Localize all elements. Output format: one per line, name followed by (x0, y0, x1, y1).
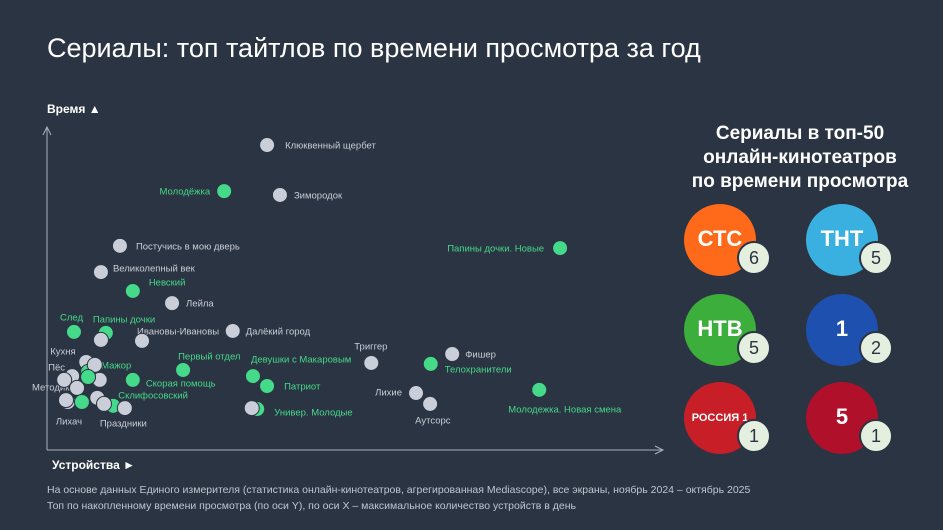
title: Сериалы: топ тайтлов по времени просмотр… (47, 33, 701, 63)
point-label: Девушки с Макаровым (251, 355, 351, 366)
point (243, 400, 260, 417)
point (65, 323, 82, 340)
point-label: Невский (149, 277, 186, 288)
point (69, 379, 86, 396)
footnote: На основе данных Единого измерителя (ста… (47, 484, 750, 496)
point-label: Великолепный век (113, 264, 196, 275)
point (116, 400, 133, 417)
y-axis-label: Время ▲ (47, 102, 101, 116)
point-label: Методика (32, 382, 76, 393)
point-label: Универ. Молодые (274, 408, 352, 419)
point (164, 295, 181, 312)
point-label: Молодежка. Новая смена (508, 404, 622, 415)
point-label: Аутсорс (415, 415, 451, 426)
point (124, 282, 141, 299)
channel-logo-text: СТС (698, 226, 743, 251)
point (422, 355, 439, 372)
point-label: Скорая помощь (146, 378, 216, 389)
point-label: Лейла (186, 299, 214, 310)
count-badge (859, 419, 893, 453)
channel-count: 5 (871, 248, 881, 268)
point (552, 240, 569, 257)
channel-logo-text: НТВ (697, 316, 742, 341)
point (134, 332, 151, 349)
point (86, 356, 103, 373)
point-label: Далёкий город (246, 326, 311, 337)
point (422, 395, 439, 412)
point-label: Клюквенный щербет (285, 141, 376, 152)
channel-count: 5 (749, 338, 759, 358)
channel-count: 1 (749, 426, 759, 446)
panel-title: Сериалы в топ-50 (716, 123, 884, 144)
point (56, 371, 73, 388)
x-axis-label: Устройства ► (52, 458, 135, 472)
point (224, 322, 241, 339)
channel-logo-text: 1 (836, 316, 848, 341)
panel-title: по времени просмотра (692, 171, 909, 192)
point-label: Телохранители (445, 364, 512, 375)
point (111, 237, 128, 254)
channel-logo-text: РОССИЯ 1 (692, 412, 749, 424)
channel-logo-text: 5 (836, 404, 848, 429)
point (80, 369, 97, 386)
panel-title: онлайн-кинотеатров (703, 147, 897, 168)
count-badge (859, 241, 893, 275)
point (92, 264, 109, 281)
point-label: Зимородок (294, 190, 343, 201)
point-label: Мажор (101, 360, 131, 371)
point-label: След (60, 312, 83, 323)
point (216, 183, 233, 200)
point (363, 354, 380, 371)
point-label: Молодёжка (160, 187, 211, 198)
point (259, 137, 276, 154)
point (58, 392, 75, 409)
point (408, 385, 425, 402)
point-label: Лихие (375, 388, 402, 399)
point-label: Патриот (284, 382, 321, 393)
x-arrow (654, 445, 665, 455)
count-badge (737, 419, 771, 453)
point (259, 378, 276, 394)
channel-logo-text: ТНТ (821, 226, 864, 251)
point (96, 395, 113, 412)
point-label: Праздники (100, 419, 147, 430)
point (175, 362, 192, 378)
point-label: Склифосовский (118, 390, 188, 401)
point (92, 331, 109, 348)
point-label: Ивановы-Ивановы (137, 326, 219, 337)
point-label: Пёс (48, 363, 65, 374)
channel-count: 2 (871, 338, 881, 358)
point-label: Фишер (465, 350, 496, 361)
channel-count: 6 (749, 248, 759, 268)
count-badge (737, 241, 771, 275)
point-label: Папины дочки (93, 314, 155, 325)
point-label: Первый отдел (178, 352, 240, 363)
point (124, 371, 141, 388)
point (73, 394, 90, 410)
point-label: Лихач (56, 417, 82, 428)
count-badge (737, 331, 771, 365)
point (244, 368, 261, 385)
point (444, 346, 461, 362)
count-badge (859, 331, 893, 365)
point-label: Триггер (354, 341, 387, 352)
point (271, 186, 288, 203)
point-label: Кухня (50, 347, 75, 358)
point (531, 381, 548, 398)
channel-count: 1 (871, 426, 881, 446)
point-label: Постучись в мою дверь (136, 241, 240, 252)
point-label: Папины дочки. Новые (447, 244, 544, 255)
y-arrow (42, 125, 52, 136)
footnote: Топ по накопленному времени просмотра (п… (47, 500, 577, 512)
